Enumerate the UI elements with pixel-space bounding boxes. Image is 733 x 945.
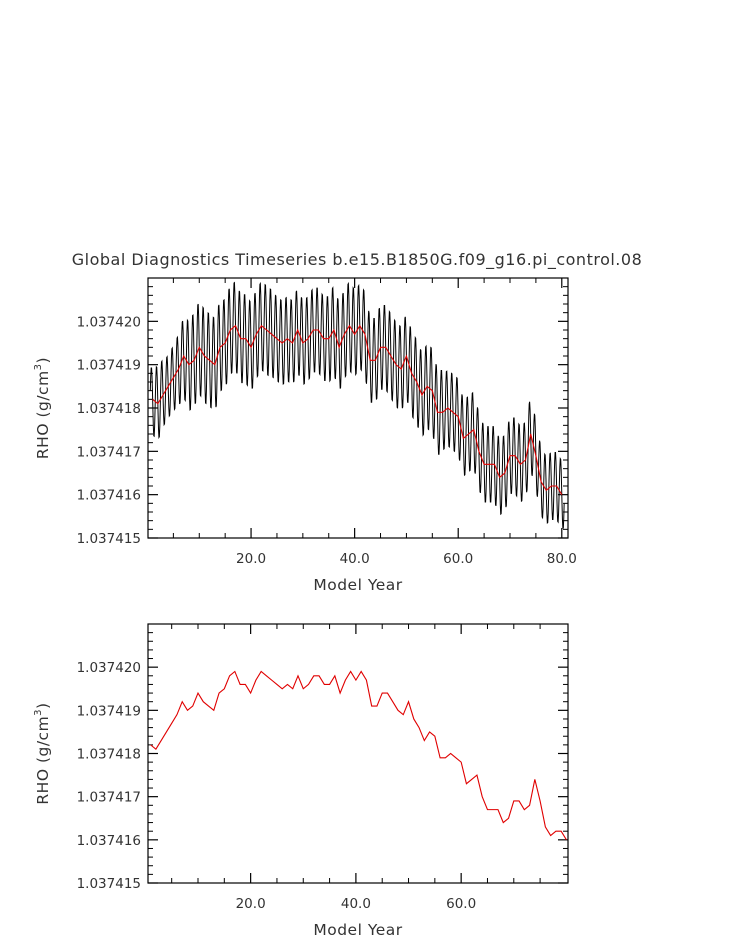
bottom-y-tick-label: 1.037415 <box>77 876 141 892</box>
top-y-tick-label: 1.037419 <box>77 358 141 374</box>
bottom-y-tick-label: 1.037420 <box>77 660 141 676</box>
top-monthly-series-line <box>149 281 565 529</box>
top-y-tick-label: 1.037420 <box>77 314 141 330</box>
bottom-chart-panel: 20.0 40.0 60.0 1.037415 1.037416 1.037417 1.03… <box>33 623 569 939</box>
top-x-tick-label: 20.0 <box>236 551 266 567</box>
y-label-close: ) <box>34 357 52 364</box>
bottom-minor-ticks <box>148 624 568 883</box>
top-x-tick-label: 40.0 <box>340 551 370 567</box>
top-minor-ticks <box>148 278 568 538</box>
bottom-annual-mean-line <box>150 670 567 841</box>
bottom-y-tick-label: 1.037417 <box>77 790 141 806</box>
y-label-superscript: 3 <box>33 363 44 370</box>
bottom-plot-frame <box>147 623 569 884</box>
y-label-close: ) <box>34 702 52 709</box>
bottom-x-tick-label: 40.0 <box>341 896 371 912</box>
bottom-x-axis-label: Model Year <box>313 921 402 939</box>
bottom-x-tick-label: 20.0 <box>236 896 266 912</box>
top-y-tick-label: 1.037415 <box>77 531 141 547</box>
top-y-tick-label: 1.037418 <box>77 401 141 417</box>
chart-title: Global Diagnostics Timeseries b.e15.B185… <box>72 250 643 270</box>
bottom-y-tick-label: 1.037416 <box>77 833 141 849</box>
bottom-y-axis-label: RHO (g/cm3) <box>33 702 52 804</box>
top-y-axis-label: RHO (g/cm3) <box>33 357 52 459</box>
top-y-tick-label: 1.037416 <box>77 488 141 504</box>
bottom-x-tick-label: 60.0 <box>446 896 476 912</box>
bottom-y-tick-label: 1.037419 <box>77 703 141 719</box>
top-y-tick-label: 1.037417 <box>77 444 141 460</box>
top-chart-panel: 20.0 40.0 60.0 80.0 1.037415 1.037416 1.037417… <box>33 277 577 594</box>
y-label-main: RHO (g/cm <box>34 716 52 805</box>
top-x-axis-label: Model Year <box>313 576 402 594</box>
y-label-main: RHO (g/cm <box>34 370 52 459</box>
top-x-tick-label: 60.0 <box>443 551 473 567</box>
bottom-y-tick-label: 1.037418 <box>77 747 141 763</box>
top-x-tick-label: 80.0 <box>547 551 577 567</box>
y-label-superscript: 3 <box>33 709 44 716</box>
top-annual-mean-line <box>152 324 563 495</box>
